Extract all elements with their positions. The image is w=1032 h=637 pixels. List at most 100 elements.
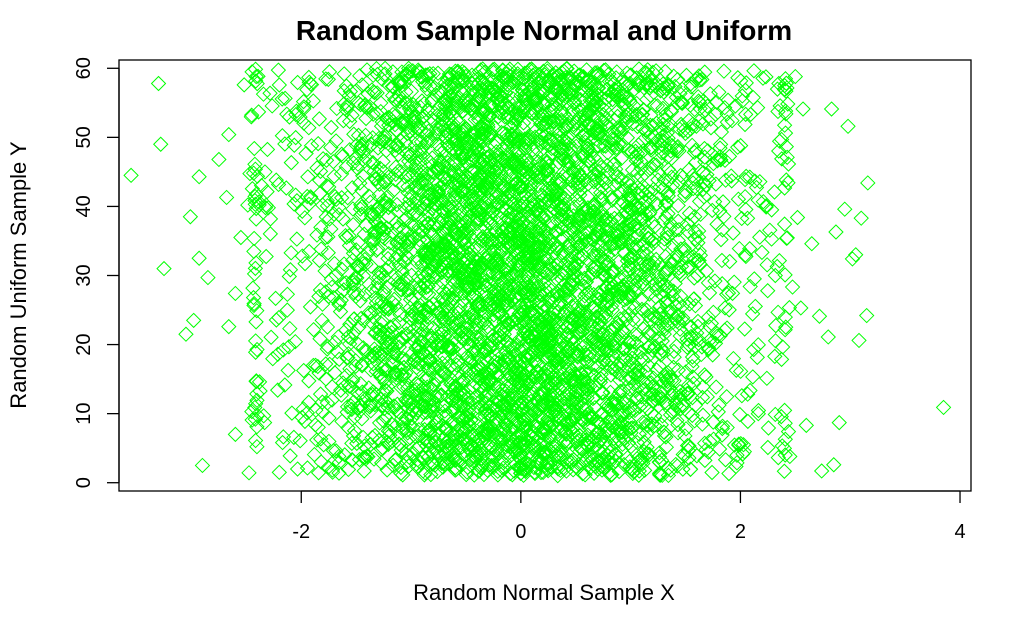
data-point — [473, 133, 489, 150]
data-point — [763, 202, 780, 218]
data-point — [432, 360, 449, 377]
data-point — [568, 340, 585, 357]
data-point — [605, 394, 621, 410]
data-point — [354, 182, 370, 199]
data-point — [314, 197, 331, 213]
data-point — [403, 311, 420, 328]
data-point — [489, 85, 506, 102]
data-point — [503, 204, 519, 221]
data-point — [721, 465, 737, 482]
data-point — [543, 140, 560, 157]
data-point — [422, 78, 438, 94]
data-point — [581, 224, 598, 240]
data-point — [710, 152, 726, 168]
data-point — [420, 278, 437, 294]
data-point — [552, 422, 569, 439]
data-point — [369, 85, 385, 101]
data-point — [461, 201, 477, 218]
data-point — [447, 361, 463, 377]
data-point — [656, 111, 672, 128]
data-point — [559, 342, 575, 358]
data-point — [486, 457, 502, 473]
data-point — [776, 463, 793, 479]
data-point — [274, 91, 290, 107]
data-point — [255, 86, 272, 102]
data-point — [469, 211, 486, 227]
data-point — [486, 307, 502, 323]
data-point — [638, 413, 654, 430]
data-point — [616, 96, 632, 113]
data-point — [375, 384, 391, 400]
data-point — [646, 157, 662, 173]
data-point — [380, 169, 397, 185]
data-point — [498, 378, 515, 394]
data-point — [333, 190, 350, 206]
data-point — [561, 70, 578, 86]
data-point — [652, 179, 668, 195]
data-point — [521, 132, 537, 148]
data-point — [750, 405, 767, 422]
data-point — [458, 466, 474, 483]
data-point — [534, 421, 551, 437]
data-point — [760, 420, 777, 436]
data-point — [642, 338, 658, 354]
data-point — [461, 401, 477, 417]
data-point — [428, 414, 444, 431]
data-point — [616, 292, 632, 308]
data-point — [609, 315, 626, 331]
data-point — [373, 103, 389, 120]
data-point — [602, 274, 618, 291]
data-point — [591, 285, 607, 301]
data-point — [344, 451, 360, 468]
data-point — [684, 137, 700, 154]
data-point — [557, 84, 573, 101]
data-point — [385, 106, 401, 123]
data-point — [346, 325, 362, 341]
data-point — [487, 133, 504, 150]
data-point — [560, 392, 577, 408]
data-point — [610, 136, 627, 152]
data-point — [640, 231, 657, 247]
data-point — [502, 337, 518, 354]
data-point — [331, 296, 347, 313]
data-point — [675, 313, 691, 329]
data-point — [427, 357, 443, 373]
data-point — [506, 152, 522, 169]
data-point — [501, 315, 517, 332]
data-point — [684, 389, 701, 406]
data-point — [586, 465, 602, 481]
data-point — [500, 63, 516, 79]
data-point — [690, 223, 707, 239]
data-point — [303, 190, 319, 206]
data-point — [591, 126, 608, 143]
data-point — [532, 246, 549, 263]
data-point — [612, 184, 628, 201]
data-point — [484, 449, 501, 466]
data-point — [629, 106, 645, 123]
data-point — [593, 159, 609, 176]
data-point — [463, 153, 479, 169]
data-point — [375, 286, 392, 302]
data-point — [373, 220, 389, 237]
data-point — [352, 376, 369, 392]
data-point — [718, 388, 735, 405]
data-point — [403, 346, 419, 363]
data-point — [590, 327, 606, 343]
data-point — [446, 429, 463, 445]
data-point — [367, 396, 383, 413]
data-point — [667, 78, 683, 95]
data-point — [400, 60, 417, 77]
data-point — [357, 449, 373, 466]
data-point — [643, 307, 659, 323]
data-point — [465, 289, 481, 306]
data-point — [635, 321, 652, 337]
data-point — [669, 412, 685, 429]
data-point — [327, 334, 343, 351]
data-point — [679, 215, 695, 232]
data-point — [621, 213, 637, 230]
data-point — [402, 97, 419, 114]
data-point — [361, 188, 377, 204]
data-point — [412, 144, 429, 160]
data-point — [641, 446, 658, 463]
data-point — [410, 355, 426, 372]
